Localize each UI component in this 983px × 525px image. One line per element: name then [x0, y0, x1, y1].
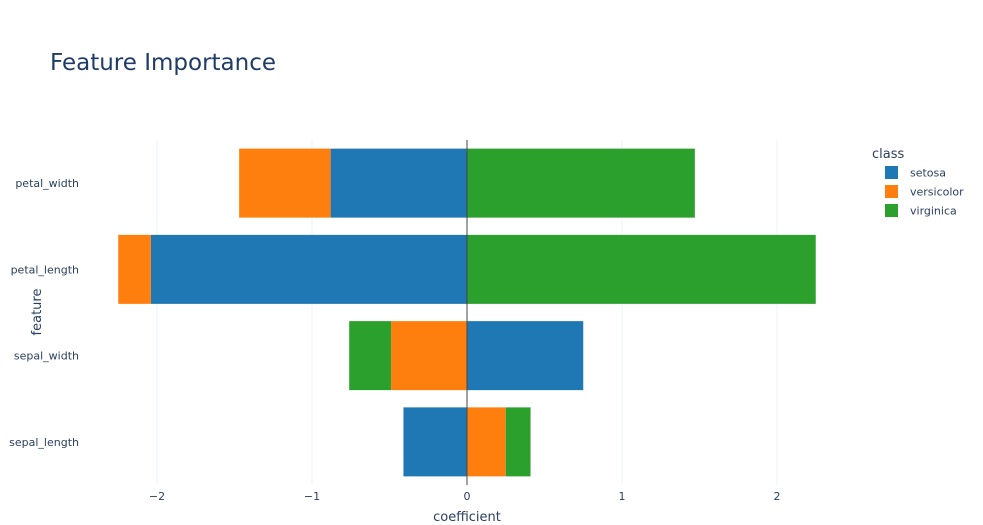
x-tick-label: 2: [774, 490, 781, 503]
bar-petal_length-versicolor: [118, 234, 151, 304]
legend-label: virginica: [910, 205, 957, 218]
y-tick-label: sepal_length: [9, 436, 79, 449]
legend: class setosa versicolor virginica: [872, 147, 964, 218]
y-axis-ticks: petal_width petal_length sepal_width sepal_…: [9, 177, 79, 449]
bar-petal_width-versicolor: [239, 148, 331, 218]
legend-label: versicolor: [910, 186, 964, 199]
x-tick-label: −2: [149, 490, 165, 503]
bar-petal_width-setosa: [330, 148, 467, 218]
legend-item-virginica[interactable]: virginica: [885, 204, 957, 218]
legend-item-setosa[interactable]: setosa: [885, 166, 946, 180]
legend-label: setosa: [910, 167, 946, 180]
x-axis-ticks: −2 −1 0 1 2: [149, 490, 781, 503]
x-tick-label: 1: [619, 490, 626, 503]
bar-petal_width-virginica: [467, 148, 695, 218]
bar-sepal_width-setosa: [467, 321, 584, 391]
y-tick-label: petal_length: [11, 263, 79, 276]
y-tick-label: petal_width: [15, 177, 79, 190]
legend-swatch: [885, 166, 898, 179]
x-axis-title: coefficient: [433, 510, 501, 525]
legend-items: setosa versicolor virginica: [885, 166, 964, 218]
y-axis-title: feature: [30, 289, 45, 336]
bar-sepal_length-setosa: [403, 407, 467, 477]
bar-sepal_length-versicolor: [467, 407, 506, 477]
x-tick-label: −1: [304, 490, 320, 503]
chart-title: Feature Importance: [50, 50, 276, 76]
bar-petal_length-setosa: [150, 234, 468, 304]
bar-layer: [118, 148, 816, 477]
legend-swatch: [885, 185, 898, 198]
legend-item-versicolor[interactable]: versicolor: [885, 185, 964, 199]
bar-petal_length-virginica: [467, 234, 816, 304]
x-tick-label: 0: [464, 490, 471, 503]
y-tick-label: sepal_width: [14, 350, 79, 363]
bar-sepal_width-virginica: [349, 321, 392, 391]
bar-sepal_width-versicolor: [391, 321, 467, 391]
legend-swatch: [885, 204, 898, 217]
bar-sepal_length-virginica: [505, 407, 531, 477]
legend-title: class: [872, 147, 904, 162]
